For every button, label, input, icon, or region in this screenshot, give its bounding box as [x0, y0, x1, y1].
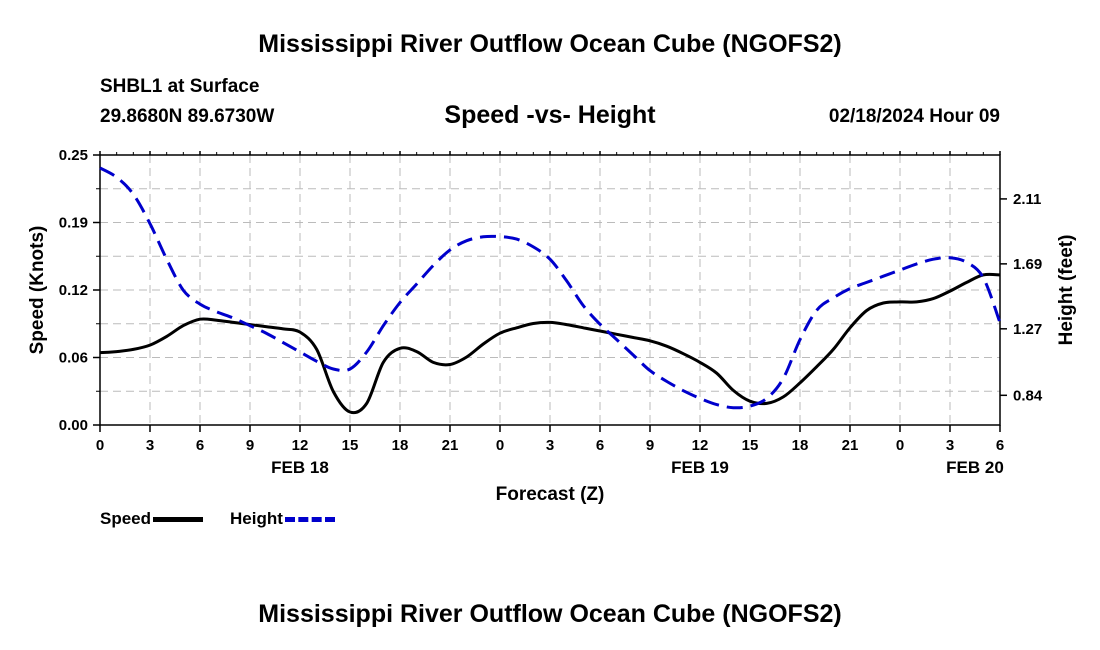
x-axis-label: Forecast (Z)	[496, 484, 605, 505]
y-axis-left-label: Speed (Knots)	[27, 226, 48, 355]
y-left-tick-label: 0.12	[59, 282, 88, 299]
x-tick-label: 18	[392, 437, 409, 454]
x-tick-label: 6	[596, 437, 604, 454]
x-tick-label: 21	[442, 437, 459, 454]
y-right-tick-label: 1.27	[1013, 321, 1042, 338]
legend-label-height: Height	[230, 509, 283, 528]
legend-swatch-speed	[153, 516, 204, 522]
x-tick-label: 15	[742, 437, 759, 454]
date-label: FEB 18	[271, 458, 329, 477]
x-tick-label: 0	[496, 437, 504, 454]
y-left-tick-label: 0.19	[59, 215, 88, 232]
legend-item-height: Height	[230, 509, 335, 529]
x-tick-label: 12	[692, 437, 709, 454]
grid-lines	[100, 155, 1000, 425]
date-label: FEB 20	[946, 458, 1004, 477]
station-label: SHBL1 at Surface	[100, 76, 260, 97]
chart-title: Mississippi River Outflow Ocean Cube (NG…	[258, 30, 842, 58]
x-tick-label: 3	[946, 437, 954, 454]
x-tick-label: 12	[292, 437, 309, 454]
y-left-tick-label: 0.00	[59, 417, 88, 434]
legend-label-speed: Speed	[100, 509, 152, 528]
y-axis-right-label: Height (feet)	[1056, 235, 1077, 346]
x-tick-label: 3	[146, 437, 154, 454]
y-right-tick-label: 0.84	[1013, 387, 1043, 404]
series-line-height	[99, 166, 1002, 410]
legend-swatch-height	[284, 516, 335, 522]
legend-item-speed: Speed	[100, 509, 204, 529]
x-tick-label: 0	[896, 437, 904, 454]
x-tick-label: 6	[196, 437, 204, 454]
forecast-datetime: 02/18/2024 Hour 09	[828, 106, 1000, 127]
x-tick-label: 9	[646, 437, 654, 454]
x-tick-label: 6	[996, 437, 1004, 454]
station-coordinates: 29.8680N 89.6730W	[100, 106, 275, 127]
footer-title: Mississippi River Outflow Ocean Cube (NG…	[258, 600, 842, 628]
x-tick-label: 21	[842, 437, 859, 454]
date-label: FEB 19	[671, 458, 729, 477]
y-left-tick-label: 0.25	[59, 147, 88, 164]
x-tick-label: 15	[342, 437, 359, 454]
x-tick-label: 3	[546, 437, 554, 454]
axis-ticks: 0 3 6 9 12 15 18 21 0 3 6 9 12 15 18 21 0 3 6 0.00 0.06 0.12 0…	[59, 147, 1043, 477]
y-right-tick-label: 2.11	[1013, 191, 1041, 208]
y-left-tick-label: 0.06	[59, 350, 88, 367]
y-right-tick-label: 1.69	[1013, 256, 1042, 273]
x-tick-label: 18	[792, 437, 809, 454]
chart-canvas: 0 3 6 9 12 15 18 21 0 3 6 9 12 15 18 21 0 3 6 0.00 0.06 0.12 0…	[27, 147, 1077, 505]
chart-subtitle: Speed -vs- Height	[444, 101, 656, 129]
x-tick-label: 0	[96, 437, 104, 454]
series-layer	[99, 166, 1002, 415]
x-tick-label: 9	[246, 437, 254, 454]
